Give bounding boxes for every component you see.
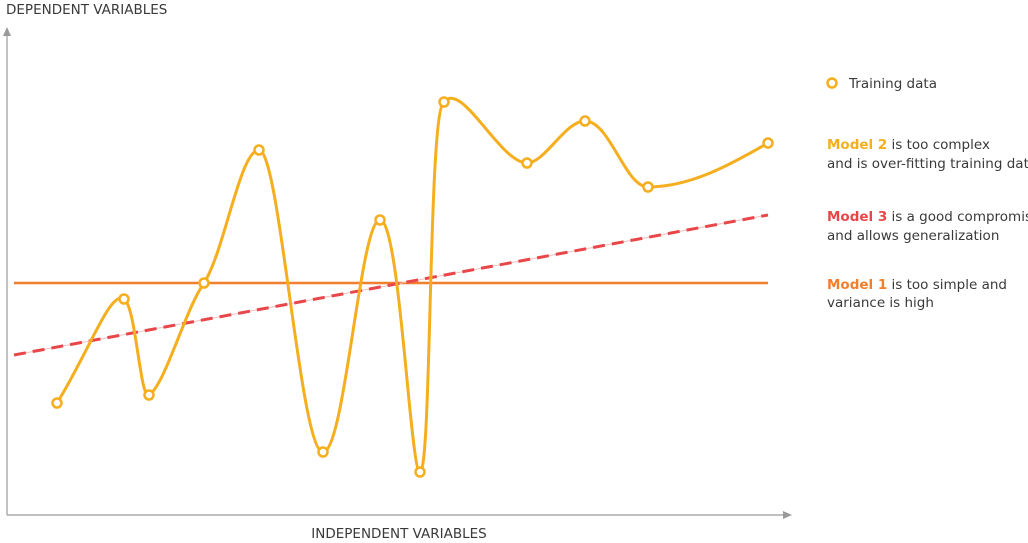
training-points — [51, 96, 774, 478]
legend-model-name: Model 1 — [827, 277, 887, 293]
training-point — [198, 277, 210, 289]
legend-label: Training data — [848, 76, 937, 92]
legend-model-name: Model 3 — [827, 209, 887, 225]
legend-line: Model 3 is a good compromise — [827, 209, 1028, 225]
legend-line: and allows generalization — [827, 228, 999, 244]
legend-line: Model 2 is too complex — [827, 137, 990, 153]
training-point — [579, 115, 591, 127]
training-point — [374, 214, 386, 226]
training-point — [118, 293, 130, 305]
training-point — [253, 144, 265, 156]
training-point — [317, 446, 329, 458]
training-point — [414, 466, 426, 478]
legend-line: and is over-fitting training data — [827, 156, 1028, 172]
legend-line: variance is high — [827, 295, 934, 311]
training-point — [438, 96, 450, 108]
legend-line: Model 1 is too simple and — [827, 277, 1007, 293]
training-point — [521, 157, 533, 169]
training-point — [762, 137, 774, 149]
legend-text: is too simple and — [892, 277, 1007, 293]
x-axis-arrow — [783, 511, 792, 519]
legend-model-name: Model 2 — [827, 137, 887, 153]
legend-text: is a good compromise — [892, 209, 1028, 225]
y-axis-label: DEPENDENT VARIABLES — [6, 2, 167, 18]
training-point — [642, 181, 654, 193]
model-2-curve — [55, 97, 769, 474]
legend-marker — [826, 77, 838, 89]
legend-text: is too complex — [892, 137, 990, 153]
training-point — [143, 389, 155, 401]
model-3-line — [13, 213, 769, 357]
training-point — [51, 397, 63, 409]
x-axis-label: INDEPENDENT VARIABLES — [311, 526, 486, 542]
y-axis-arrow — [3, 27, 11, 36]
